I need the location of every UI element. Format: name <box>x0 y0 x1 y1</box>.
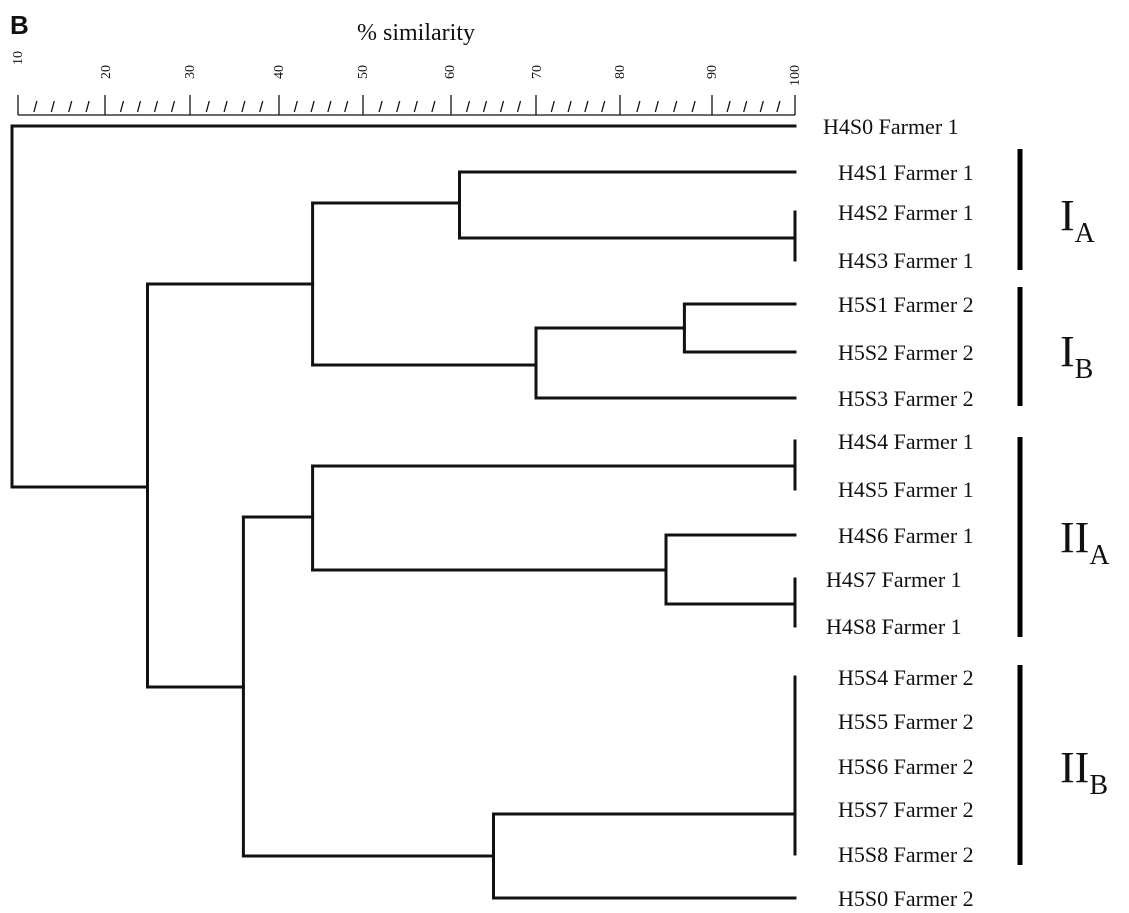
axis-minor-tick <box>654 100 659 113</box>
axis-minor-tick <box>726 100 731 113</box>
tick-labels: 10 20 30 40 50 60 70 80 90 100 <box>11 51 803 86</box>
leaf-labels: H4S0 Farmer 1 H4S1 Farmer 1 H4S2 Farmer 1 H… <box>823 114 974 911</box>
axis-minor-tick <box>136 100 142 113</box>
group-label-iib: IIB <box>1060 743 1108 801</box>
leaf-label: H4S2 Farmer 1 <box>838 200 974 225</box>
leaf-label: H4S6 Farmer 1 <box>838 523 974 548</box>
leaf-label: H5S7 Farmer 2 <box>838 797 974 822</box>
leaf-label: H4S3 Farmer 1 <box>838 248 974 273</box>
panel-label: B <box>10 10 29 40</box>
axis-ticks <box>17 95 796 115</box>
axis-minor-tick <box>293 100 298 113</box>
tick-label: 10 <box>11 51 26 65</box>
leaf-label: H5S1 Farmer 2 <box>838 292 974 317</box>
group-label-ib: IB <box>1060 327 1093 385</box>
axis-minor-tick <box>50 100 55 113</box>
axis-minor-tick <box>205 100 210 113</box>
leaf-label: H4S5 Farmer 1 <box>838 477 974 502</box>
axis-minor-tick <box>223 100 228 113</box>
leaf-label: H5S5 Farmer 2 <box>838 709 974 734</box>
axis-minor-tick <box>516 100 522 113</box>
axis-minor-tick <box>743 100 748 113</box>
leaf-label: H5S6 Farmer 2 <box>838 754 974 779</box>
leaf-label: H5S2 Farmer 2 <box>838 340 974 365</box>
axis-title: % similarity <box>357 20 475 46</box>
axis-minor-tick <box>310 100 315 113</box>
axis-minor-tick <box>431 100 436 113</box>
leaf-label: H4S0 Farmer 1 <box>823 114 959 139</box>
group-label-ia: IA <box>1060 191 1096 249</box>
axis-minor-tick <box>344 100 349 113</box>
axis-minor-tick <box>153 100 159 113</box>
axis-minor-tick <box>636 100 641 113</box>
axis-minor-tick <box>550 100 555 113</box>
leaf-label: H5S8 Farmer 2 <box>838 842 974 867</box>
tick-label: 60 <box>443 65 458 79</box>
axis-minor-tick <box>499 100 505 113</box>
axis-minor-tick <box>119 100 125 113</box>
dendrogram-branches <box>10 124 797 900</box>
leaf-label: H4S7 Farmer 1 <box>826 567 962 592</box>
axis-minor-tick <box>584 100 589 113</box>
axis-minor-tick <box>601 100 606 113</box>
tick-label: 90 <box>705 65 720 79</box>
axis-minor-tick <box>396 100 401 113</box>
axis-minor-tick <box>776 100 781 113</box>
leaf-label: H5S0 Farmer 2 <box>838 886 974 911</box>
axis-minor-tick <box>691 100 696 113</box>
axis-minor-tick <box>327 100 332 113</box>
axis-minor-tick <box>673 100 678 113</box>
tick-label: 70 <box>530 65 545 79</box>
axis-minor-tick <box>33 100 38 113</box>
axis-scale <box>17 95 796 116</box>
tick-label: 100 <box>788 65 803 86</box>
axis-minor-tick <box>68 100 73 113</box>
tick-label: 50 <box>356 65 371 79</box>
leaf-label: H5S3 Farmer 2 <box>838 386 974 411</box>
axis-minor-tick <box>170 100 176 113</box>
leaf-label: H4S8 Farmer 1 <box>826 614 962 639</box>
group-label-iia: IIA <box>1060 513 1110 571</box>
leaf-label: H4S1 Farmer 1 <box>838 160 974 185</box>
axis-minor-tick <box>482 100 488 113</box>
axis-minor-tick <box>413 100 418 113</box>
axis-minor-tick <box>759 100 764 113</box>
leaf-label: H5S4 Farmer 2 <box>838 665 974 690</box>
leaf-label: H4S4 Farmer 1 <box>838 429 974 454</box>
axis-minor-tick <box>567 100 572 113</box>
axis-minor-tick <box>465 100 471 113</box>
tick-label: 80 <box>613 65 628 79</box>
axis-minor-tick <box>378 100 383 113</box>
axis-minor-tick <box>259 100 264 113</box>
tick-label: 40 <box>272 65 287 79</box>
axis-minor-tick <box>85 100 90 113</box>
tick-label: 20 <box>99 65 114 79</box>
axis-minor-tick <box>241 100 246 113</box>
tick-label: 30 <box>183 65 198 79</box>
